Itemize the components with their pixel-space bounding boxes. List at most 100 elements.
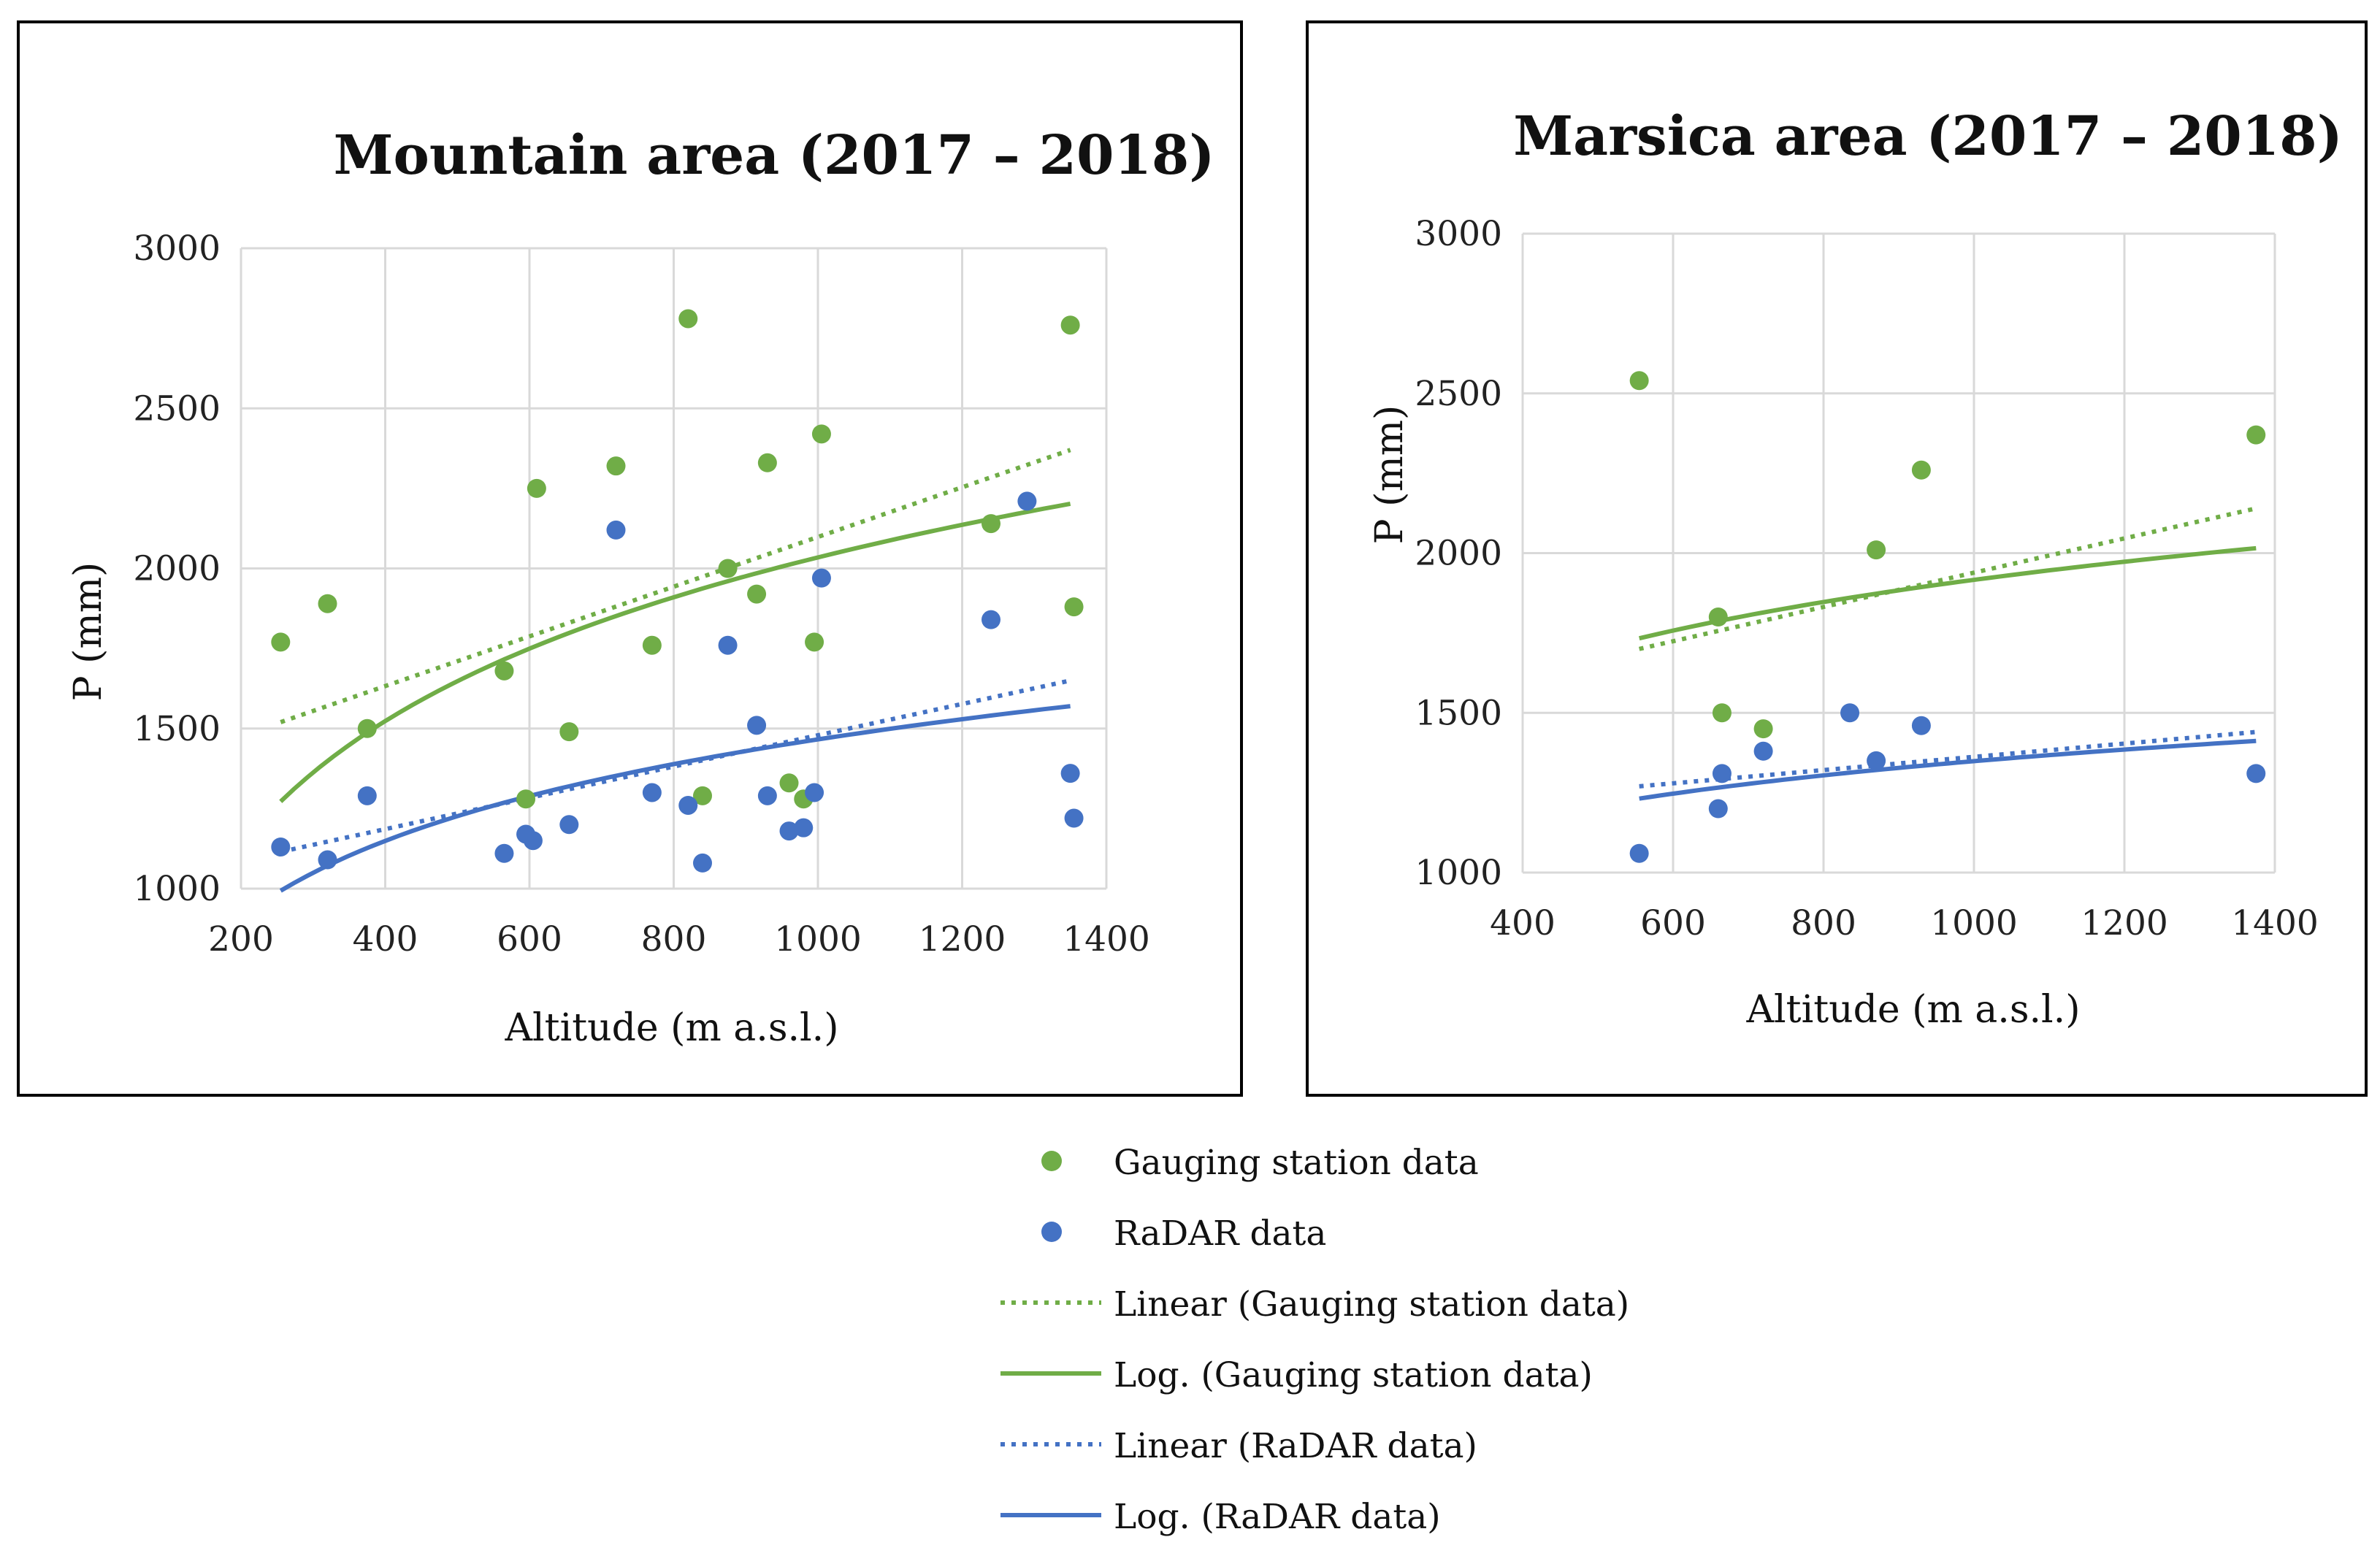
linear-trendline bbox=[1638, 506, 2257, 651]
legend-label: RaDAR data bbox=[1114, 1214, 1326, 1254]
gauging-data-point bbox=[982, 514, 1000, 534]
log-trendline bbox=[1639, 738, 2257, 801]
radar-data-point bbox=[678, 795, 698, 815]
radar-data-point bbox=[779, 821, 799, 841]
gauging-data-point bbox=[1629, 371, 1649, 391]
legend-label: Linear (RaDAR data) bbox=[1114, 1426, 1477, 1466]
x-tick-label: 600 bbox=[1640, 903, 1706, 943]
x-tick-label: 1000 bbox=[1930, 903, 2018, 943]
trendlines bbox=[279, 448, 1071, 893]
chart-title: Marsica area (2017 – 2018) bbox=[1513, 105, 2343, 168]
x-tick-label: 400 bbox=[353, 919, 418, 959]
radar-data-point bbox=[1017, 491, 1037, 511]
legend-label: Gauging station data bbox=[1114, 1143, 1479, 1183]
mountain-area-chart: Mountain area (2017 – 2018) 200 400 600 800… bbox=[17, 20, 1243, 1097]
gauging-data-point bbox=[357, 718, 377, 738]
x-tick-label: 800 bbox=[641, 919, 707, 959]
radar-data-point bbox=[718, 635, 738, 655]
radar-data-point bbox=[523, 831, 543, 851]
y-tick-label: 1000 bbox=[133, 869, 221, 909]
linear-trendline bbox=[280, 448, 1071, 724]
legend-item-log-gauging: Log. (Gauging station data) bbox=[1000, 1355, 1593, 1395]
radar-data-point bbox=[357, 786, 377, 805]
gauging-data-point bbox=[642, 635, 662, 655]
radar-data-point bbox=[982, 610, 1000, 629]
x-tick-label: 600 bbox=[497, 919, 562, 959]
radar-data-point bbox=[693, 853, 712, 873]
trendlines bbox=[1638, 506, 2257, 801]
marsica-area-chart: Marsica area (2017 – 2018) 400 600 800 1000… bbox=[1306, 20, 2368, 1097]
linear-trendline bbox=[1639, 729, 2257, 789]
gauging-data-point bbox=[2246, 425, 2266, 445]
data-points bbox=[271, 309, 1084, 873]
gauging-data-point bbox=[1911, 460, 1931, 480]
gauging-data-point bbox=[516, 789, 536, 809]
x-tick-label: 1400 bbox=[2231, 903, 2319, 943]
radar-data-point bbox=[1708, 799, 1728, 819]
y-tick-label: 3000 bbox=[133, 229, 221, 269]
legend: Gauging station data RaDAR data Linear (… bbox=[1000, 1143, 1629, 1537]
gauging-data-point bbox=[678, 309, 698, 329]
gauging-data-point bbox=[693, 786, 712, 805]
gauging-data-point bbox=[1064, 597, 1084, 617]
gauging-data-point bbox=[805, 632, 824, 652]
radar-data-point bbox=[1629, 843, 1649, 863]
legend-item-log-radar: Log. (RaDAR data) bbox=[1000, 1497, 1441, 1537]
gauging-data-point bbox=[1753, 719, 1773, 739]
y-axis-label: P (mm) bbox=[66, 562, 110, 702]
data-points bbox=[1629, 371, 2266, 863]
radar-data-point bbox=[794, 818, 814, 838]
radar-data-point bbox=[606, 520, 626, 540]
radar-data-point bbox=[1064, 808, 1084, 828]
chart-title: Mountain area (2017 – 2018) bbox=[334, 124, 1215, 187]
tick-labels: 400 600 800 1000 1200 1400 1000 1500 2000 2500 300… bbox=[1415, 214, 2318, 943]
y-tick-label: 1000 bbox=[1415, 853, 1502, 893]
x-tick-label: 1000 bbox=[774, 919, 862, 959]
legend-label: Log. (RaDAR data) bbox=[1114, 1497, 1441, 1537]
x-axis-label: Altitude (m a.s.l.) bbox=[1745, 988, 2080, 1032]
chart-frame bbox=[17, 20, 1243, 1097]
x-tick-label: 1200 bbox=[919, 919, 1006, 959]
gauging-data-point bbox=[527, 478, 546, 498]
radar-data-point bbox=[271, 837, 291, 856]
y-tick-label: 1500 bbox=[133, 709, 221, 749]
gauging-data-point bbox=[1060, 315, 1080, 335]
radar-data-point bbox=[1840, 703, 1860, 723]
legend-item-linear-gauging: Linear (Gauging station data) bbox=[1000, 1284, 1629, 1325]
x-tick-label: 400 bbox=[1490, 903, 1556, 943]
y-tick-label: 2000 bbox=[1415, 534, 1502, 574]
y-tick-label: 2500 bbox=[1415, 374, 1502, 414]
gauging-data-point bbox=[318, 594, 337, 613]
legend-item-gauging-points: Gauging station data bbox=[1041, 1143, 1479, 1183]
y-tick-label: 2500 bbox=[133, 388, 221, 429]
legend-label: Log. (Gauging station data) bbox=[1114, 1355, 1593, 1395]
gauging-data-point bbox=[757, 453, 777, 472]
radar-data-point bbox=[318, 850, 337, 870]
radar-data-point bbox=[747, 716, 767, 735]
radar-data-point bbox=[559, 815, 579, 835]
gauging-data-point bbox=[606, 456, 626, 476]
gauging-data-point bbox=[1867, 540, 1886, 560]
log-trendline bbox=[279, 501, 1071, 803]
gridlines bbox=[240, 247, 1108, 890]
gauging-data-point bbox=[747, 584, 767, 604]
y-axis-label: P (mm) bbox=[1368, 405, 1412, 545]
linear-trendline bbox=[280, 678, 1071, 854]
log-trendline bbox=[1639, 545, 2257, 641]
y-tick-label: 1500 bbox=[1415, 693, 1502, 733]
gauging-data-point bbox=[718, 559, 738, 578]
radar-data-point bbox=[805, 783, 824, 802]
radar-data-point bbox=[1911, 716, 1931, 735]
legend-item-radar-points: RaDAR data bbox=[1041, 1214, 1326, 1254]
gauging-data-point bbox=[811, 424, 831, 444]
x-tick-label: 800 bbox=[1791, 903, 1856, 943]
radar-data-point bbox=[811, 568, 831, 588]
gauging-data-point bbox=[1712, 703, 1732, 723]
x-axis-label: Altitude (m a.s.l.) bbox=[504, 1006, 838, 1050]
tick-labels: 200 400 600 800 1000 1200 1400 1000 1500 2000 2500… bbox=[133, 229, 1149, 959]
radar-data-point bbox=[1753, 741, 1773, 761]
gauging-data-point bbox=[1708, 608, 1728, 626]
radar-data-point bbox=[757, 786, 777, 805]
chart-frame bbox=[1306, 20, 2368, 1097]
